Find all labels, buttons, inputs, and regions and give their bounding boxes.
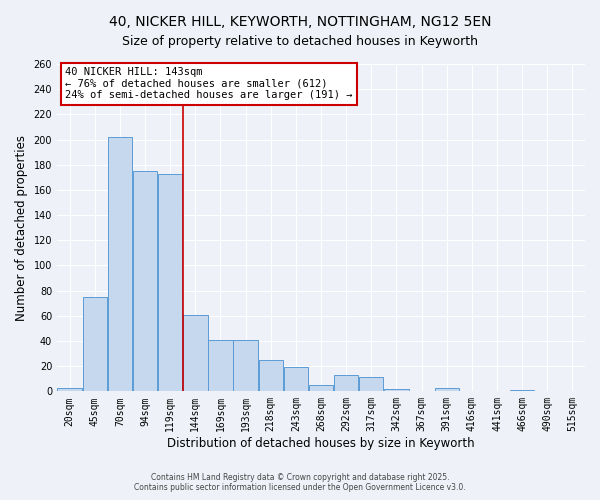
Text: 40, NICKER HILL, KEYWORTH, NOTTINGHAM, NG12 5EN: 40, NICKER HILL, KEYWORTH, NOTTINGHAM, N…: [109, 15, 491, 29]
Bar: [510, 390, 535, 392]
Text: Size of property relative to detached houses in Keyworth: Size of property relative to detached ho…: [122, 35, 478, 48]
Bar: [359, 378, 383, 392]
Bar: [208, 340, 233, 392]
Y-axis label: Number of detached properties: Number of detached properties: [15, 134, 28, 320]
X-axis label: Distribution of detached houses by size in Keyworth: Distribution of detached houses by size …: [167, 437, 475, 450]
Bar: [133, 171, 157, 392]
Bar: [233, 340, 258, 392]
Bar: [284, 368, 308, 392]
Bar: [158, 174, 182, 392]
Bar: [58, 388, 82, 392]
Text: Contains HM Land Registry data © Crown copyright and database right 2025.
Contai: Contains HM Land Registry data © Crown c…: [134, 473, 466, 492]
Bar: [334, 375, 358, 392]
Bar: [309, 385, 333, 392]
Bar: [384, 389, 409, 392]
Text: 40 NICKER HILL: 143sqm
← 76% of detached houses are smaller (612)
24% of semi-de: 40 NICKER HILL: 143sqm ← 76% of detached…: [65, 68, 352, 100]
Bar: [434, 388, 459, 392]
Bar: [183, 314, 208, 392]
Bar: [108, 137, 132, 392]
Bar: [259, 360, 283, 392]
Bar: [83, 297, 107, 392]
